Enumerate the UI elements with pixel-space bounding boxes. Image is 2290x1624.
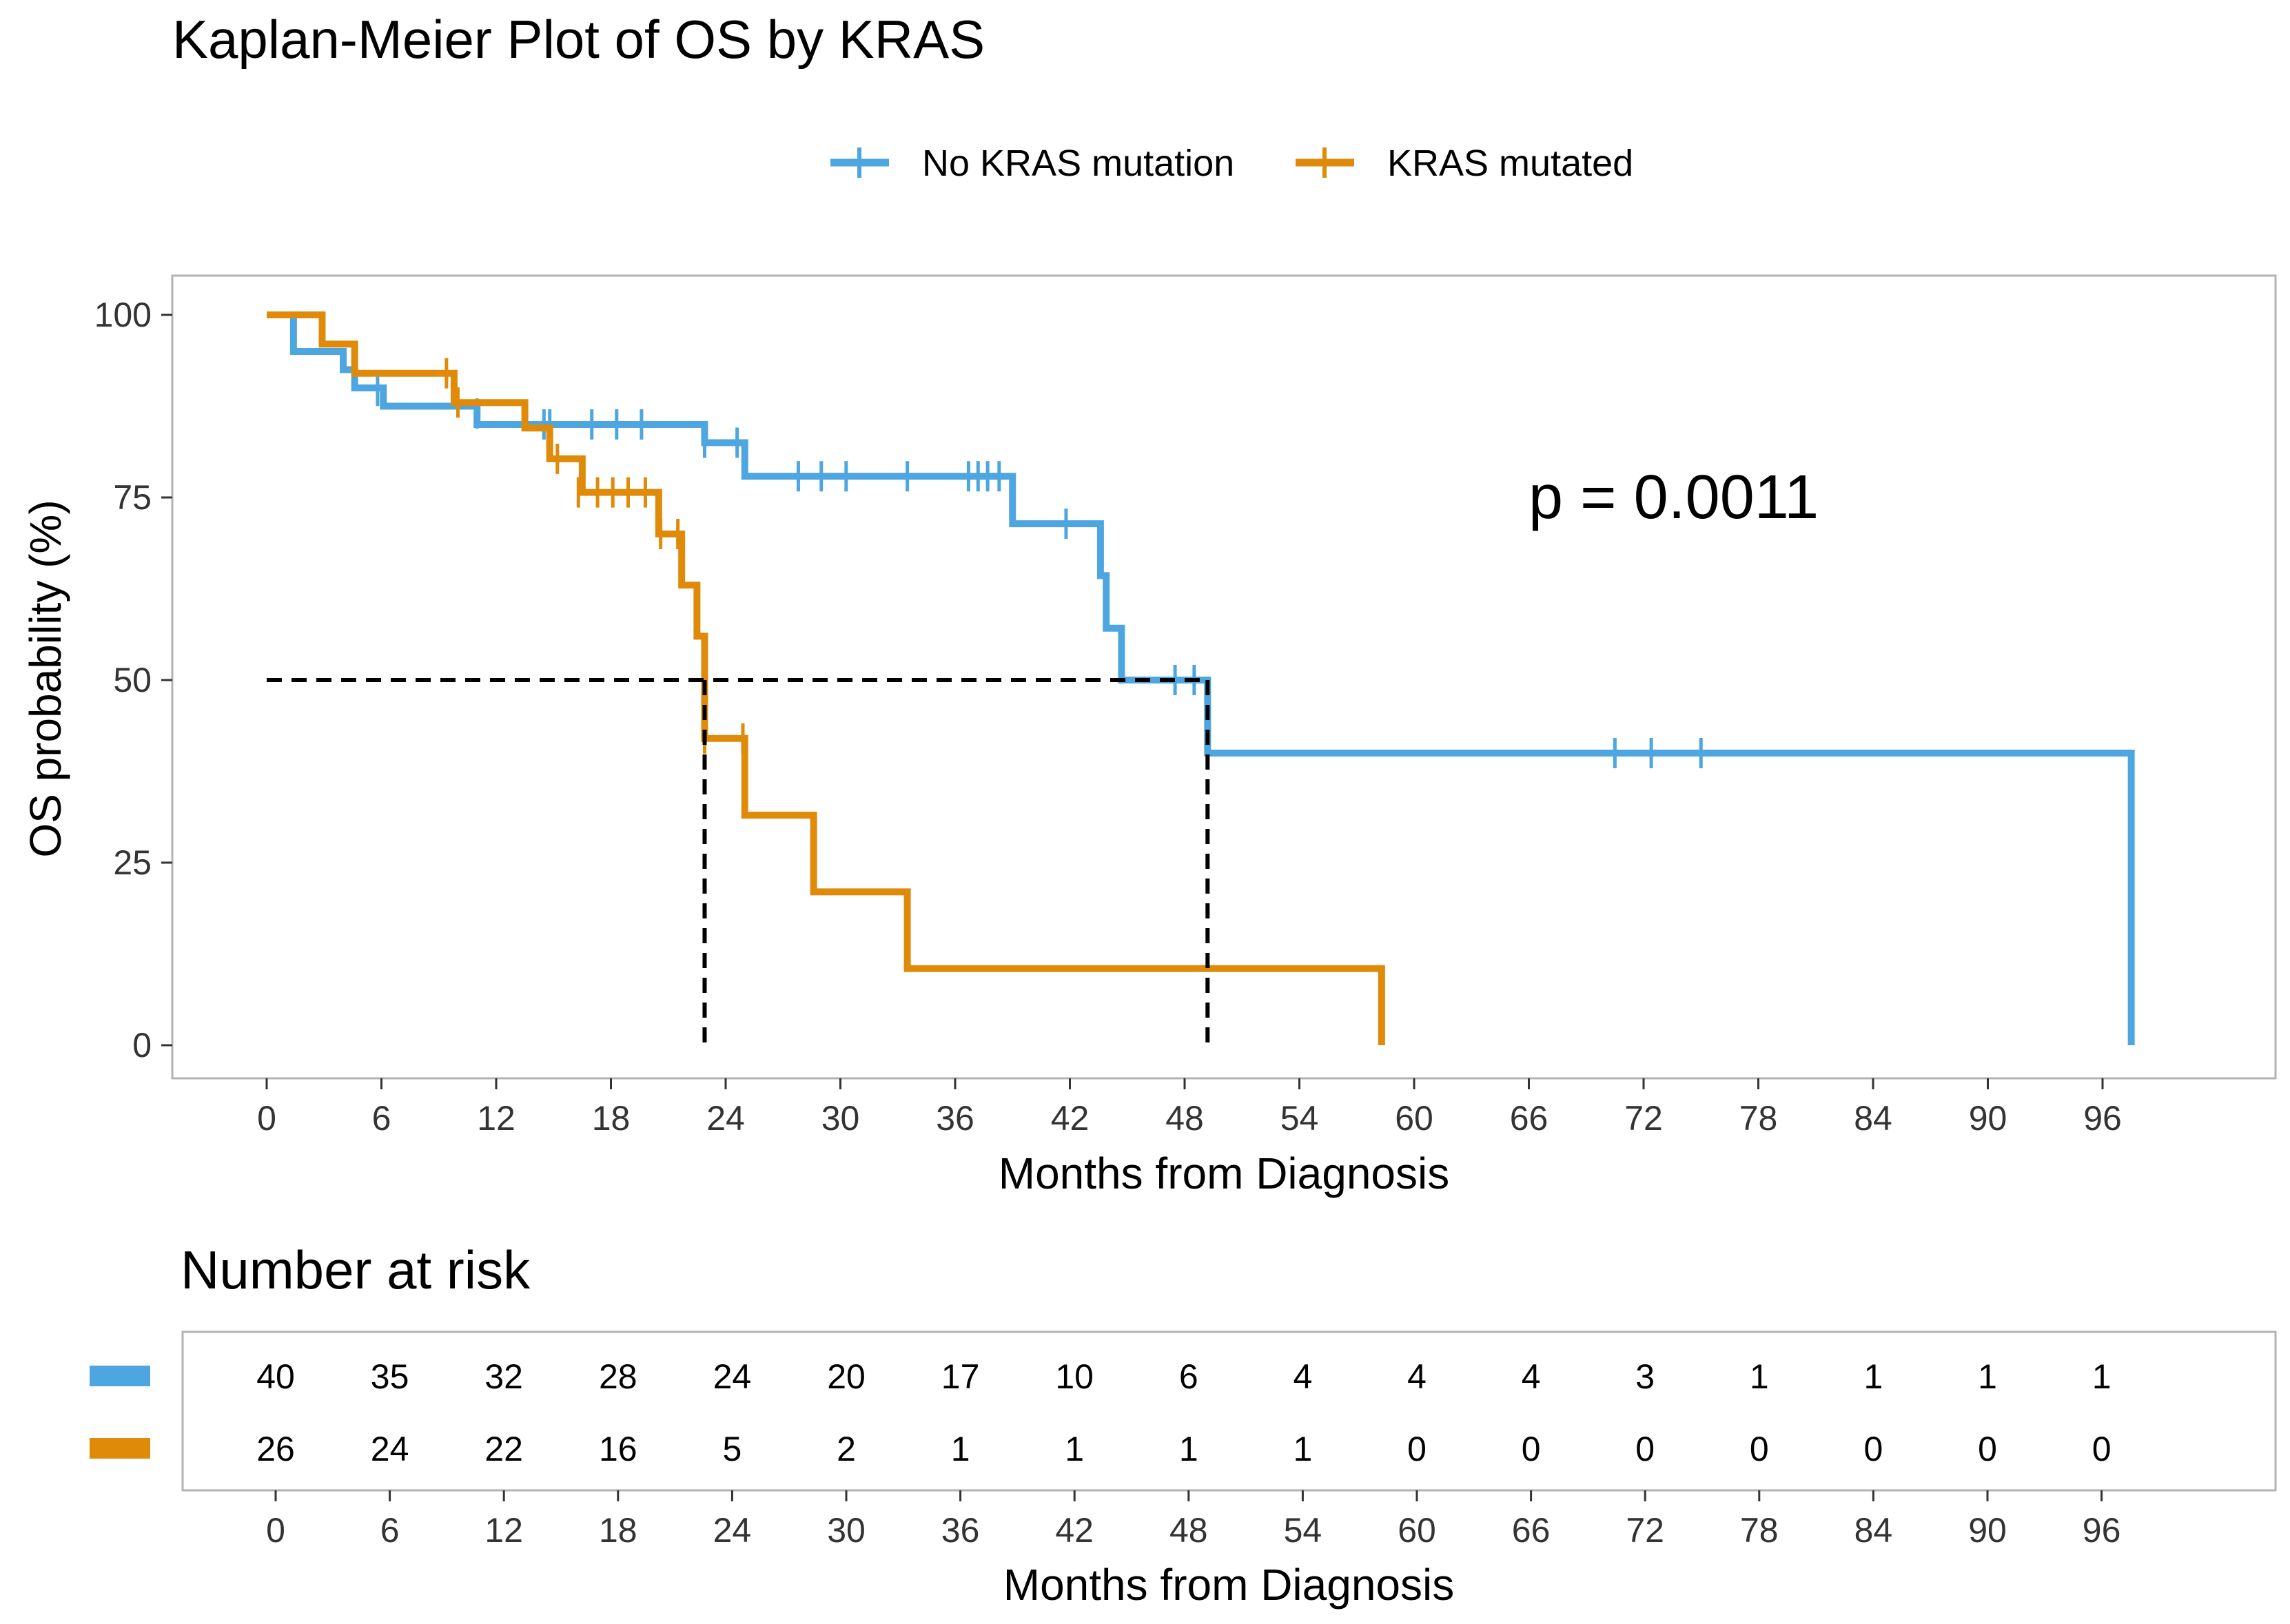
x-tick-label-60: 60 [1395, 1099, 1433, 1138]
risk-cell-1-9: 1 [1293, 1430, 1312, 1468]
risk-cell-1-15: 0 [1978, 1430, 1997, 1468]
x-axis: 0 6 12 18 24 30 36 42 48 54 60 66 72 78 84 90 96 [257, 1078, 2122, 1138]
risk-cell-0-16: 1 [2092, 1357, 2112, 1396]
y-tick-label-0: 0 [132, 1026, 152, 1065]
median-survival-lines [267, 678, 1210, 1045]
risk-cell-1-8: 1 [1179, 1430, 1198, 1468]
risk-x-tick-label-0: 0 [266, 1511, 285, 1550]
x-axis-title: Months from Diagnosis [999, 1149, 1449, 1198]
risk-x-tick-label-30: 30 [827, 1511, 866, 1550]
risk-x-tick-label-36: 36 [941, 1511, 980, 1550]
risk-cell-0-2: 32 [484, 1357, 523, 1396]
x-tick-label-6: 6 [372, 1099, 391, 1138]
risk-cell-0-7: 10 [1055, 1357, 1094, 1396]
risk-x-tick-label-48: 48 [1169, 1511, 1208, 1550]
x-tick-label-42: 42 [1051, 1099, 1090, 1138]
x-tick-label-72: 72 [1624, 1099, 1663, 1138]
risk-table-x-axis-title: Months from Diagnosis [1003, 1560, 1454, 1610]
risk-x-tick-label-18: 18 [599, 1511, 637, 1550]
series-1 [267, 311, 1385, 1045]
plot-panel [171, 274, 2277, 1080]
risk-cell-1-11: 0 [1522, 1430, 1541, 1468]
legend: No KRAS mutation KRAS mutated [830, 143, 1633, 184]
risk-x-tick-label-84: 84 [1854, 1511, 1893, 1550]
risk-table-title: Number at risk [181, 1240, 531, 1300]
risk-cell-0-0: 40 [256, 1357, 295, 1396]
y-tick-label-50: 50 [113, 661, 152, 699]
y-axis-title: OS probability (%) [21, 500, 70, 857]
series-0 [267, 311, 2135, 1045]
y-tick-label-75: 75 [113, 478, 152, 517]
risk-x-tick-label-90: 90 [1968, 1511, 2007, 1550]
risk-cell-1-6: 1 [951, 1430, 970, 1468]
x-tick-label-24: 24 [706, 1099, 745, 1138]
x-tick-label-48: 48 [1165, 1099, 1204, 1138]
risk-table-cells: 40 35 32 28 24 20 17 10 6 4 4 4 3 1 1 1 126 24 22 16 5 2 1 1 1 1 0… [256, 1357, 2111, 1468]
x-tick-label-30: 30 [821, 1099, 860, 1138]
risk-cell-0-10: 4 [1407, 1357, 1427, 1396]
x-tick-label-18: 18 [592, 1099, 631, 1138]
risk-cell-1-7: 1 [1065, 1430, 1084, 1468]
risk-cell-0-14: 1 [1863, 1357, 1883, 1396]
x-tick-label-84: 84 [1854, 1099, 1892, 1138]
risk-cell-1-5: 2 [837, 1430, 856, 1468]
risk-cell-0-12: 3 [1635, 1357, 1655, 1396]
risk-cell-1-3: 16 [599, 1430, 637, 1468]
risk-cell-1-14: 0 [1863, 1430, 1883, 1468]
risk-x-tick-label-72: 72 [1626, 1511, 1664, 1550]
risk-table-panel [181, 1330, 2277, 1492]
legend-item-kras: KRAS mutated [1296, 143, 1633, 184]
survival-curves [267, 311, 2135, 1045]
legend-label-no-kras: No KRAS mutation [922, 143, 1234, 184]
legend-label-kras: KRAS mutated [1387, 143, 1633, 184]
risk-x-tick-label-42: 42 [1055, 1511, 1094, 1550]
risk-cell-0-5: 20 [827, 1357, 866, 1396]
risk-cell-1-16: 0 [2092, 1430, 2112, 1468]
y-tick-label-25: 25 [113, 843, 152, 882]
risk-cell-0-3: 28 [599, 1357, 637, 1396]
risk-x-tick-label-66: 66 [1512, 1511, 1551, 1550]
risk-x-tick-label-96: 96 [2083, 1511, 2121, 1550]
y-tick-label-100: 100 [94, 296, 152, 334]
p-value-annotation: p = 0.0011 [1529, 463, 1819, 532]
km-curve-0 [267, 311, 2135, 1045]
x-tick-label-54: 54 [1280, 1099, 1319, 1138]
x-tick-label-78: 78 [1739, 1099, 1778, 1138]
risk-x-tick-label-6: 6 [380, 1511, 400, 1550]
risk-cell-1-2: 22 [484, 1430, 523, 1468]
risk-cell-1-1: 24 [371, 1430, 409, 1468]
legend-item-no-kras: No KRAS mutation [830, 143, 1234, 184]
x-tick-label-36: 36 [936, 1099, 974, 1138]
risk-x-tick-label-78: 78 [1740, 1511, 1779, 1550]
risk-x-tick-label-24: 24 [713, 1511, 752, 1550]
y-axis: 0 25 50 75 100 [94, 296, 172, 1065]
chart-title: Kaplan-Meier Plot of OS by KRAS [172, 9, 985, 70]
risk-cell-0-6: 17 [941, 1357, 980, 1396]
risk-cell-0-9: 4 [1293, 1357, 1312, 1396]
x-tick-label-0: 0 [257, 1099, 276, 1138]
risk-x-tick-label-12: 12 [484, 1511, 523, 1550]
risk-cell-0-1: 35 [371, 1357, 409, 1396]
risk-cell-1-10: 0 [1407, 1430, 1427, 1468]
risk-cell-0-15: 1 [1978, 1357, 1997, 1396]
km-curve-1 [267, 311, 1385, 1045]
x-tick-label-96: 96 [2083, 1099, 2122, 1138]
risk-x-tick-label-60: 60 [1398, 1511, 1436, 1550]
x-tick-label-90: 90 [1969, 1099, 2007, 1138]
risk-cell-1-12: 0 [1635, 1430, 1655, 1468]
risk-cell-0-4: 24 [713, 1357, 752, 1396]
risk-cell-1-4: 5 [722, 1430, 742, 1468]
risk-x-tick-label-54: 54 [1284, 1511, 1322, 1550]
risk-cell-1-13: 0 [1750, 1430, 1769, 1468]
risk-cell-1-0: 26 [256, 1430, 295, 1468]
risk-table-swatches [90, 1366, 150, 1459]
risk-table-x-axis: 0 6 12 18 24 30 36 42 48 54 60 66 72 78 84 90 96 [266, 1490, 2120, 1550]
risk-cell-0-11: 4 [1522, 1357, 1541, 1396]
risk-cell-0-13: 1 [1750, 1357, 1769, 1396]
x-tick-label-12: 12 [477, 1099, 515, 1138]
risk-cell-0-8: 6 [1179, 1357, 1198, 1396]
x-tick-label-66: 66 [1510, 1099, 1548, 1138]
